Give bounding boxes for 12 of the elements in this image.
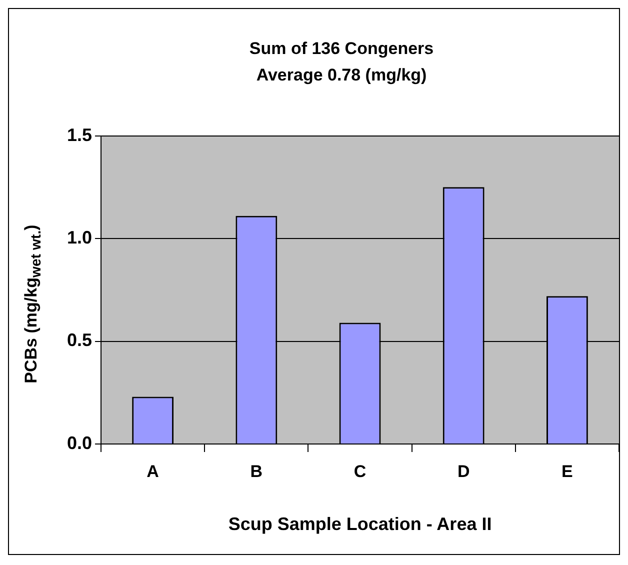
x-tick-label: D — [457, 462, 470, 481]
y-tick-label: 0.5 — [66, 330, 92, 350]
y-tick-label: 0.0 — [66, 432, 92, 453]
x-tick-label: A — [146, 462, 159, 481]
y-tick-label: 1.5 — [66, 124, 92, 145]
x-tick-label: C — [354, 462, 366, 481]
chart-subtitle: Average 0.78 (mg/kg) — [256, 65, 427, 84]
x-axis-title: Scup Sample Location - Area II — [228, 514, 492, 534]
x-tick-label: E — [562, 462, 573, 481]
y-tick-label: 1.0 — [66, 228, 92, 248]
chart-title: Sum of 136 Congeners — [249, 38, 434, 58]
x-tick-label: B — [250, 462, 263, 481]
